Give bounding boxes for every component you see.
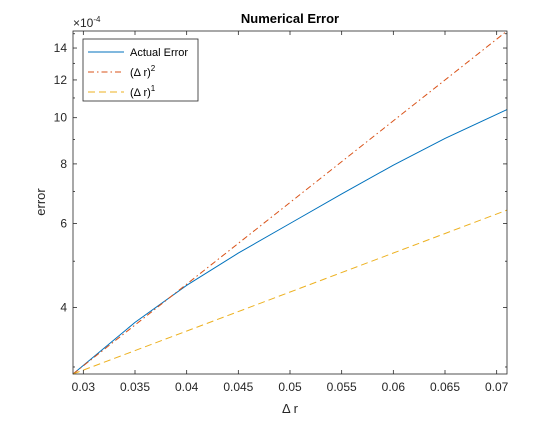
y-tick-label: 12 <box>54 73 68 87</box>
y-tick-label: 14 <box>54 41 68 55</box>
x-tick-label: 0.045 <box>223 380 253 394</box>
legend: Actual Error (Δ r)2 (Δ r)1 <box>82 38 199 102</box>
axes-box <box>72 30 508 375</box>
x-tick-label: 0.03 <box>72 380 96 394</box>
series-line-2 <box>72 209 508 375</box>
x-axis-label: Δ r <box>282 401 299 416</box>
legend-entry-2: (Δ r)1 <box>130 84 156 99</box>
x-tick-label: 0.07 <box>485 380 509 394</box>
tick-labels: 0.03 0.035 0.04 0.045 0.05 0.055 0.06 0.065 0.07… <box>54 41 509 394</box>
x-tick-label: 0.05 <box>278 380 302 394</box>
x-tick-label: 0.035 <box>120 380 150 394</box>
x-tick-label: 0.06 <box>382 380 406 394</box>
chart-title: Numerical Error <box>241 11 339 26</box>
x-tick-label: 0.04 <box>175 380 199 394</box>
series-line-1 <box>72 30 508 375</box>
legend-entry-1: (Δ r)2 <box>130 64 156 79</box>
x-tick-label: 0.055 <box>327 380 357 394</box>
y-multiplier-exp: -4 <box>93 15 101 24</box>
y-tick-label: 4 <box>60 300 67 314</box>
legend-entry-0: Actual Error <box>130 47 188 59</box>
y-multiplier: ×10-4 <box>73 15 101 30</box>
y-multiplier-base: ×10 <box>73 16 94 30</box>
y-tick-label: 6 <box>60 216 67 230</box>
legend-box <box>82 38 199 102</box>
y-tick-label: 8 <box>60 157 67 171</box>
y-axis-label: error <box>33 188 48 216</box>
axis-ticks <box>73 31 507 374</box>
series-lines <box>72 30 508 375</box>
x-tick-label: 0.065 <box>430 380 460 394</box>
series-line-0 <box>72 109 508 375</box>
y-tick-label: 10 <box>54 111 68 125</box>
